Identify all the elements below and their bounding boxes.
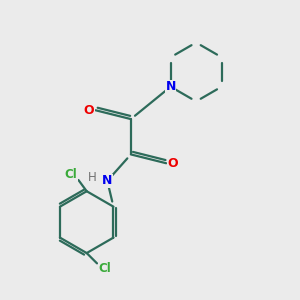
Text: H: H [88,172,96,184]
Text: N: N [165,80,176,93]
Text: Cl: Cl [99,262,112,275]
Text: N: N [102,174,112,188]
Text: Cl: Cl [65,168,77,181]
Text: O: O [84,104,94,117]
Text: O: O [167,157,178,170]
